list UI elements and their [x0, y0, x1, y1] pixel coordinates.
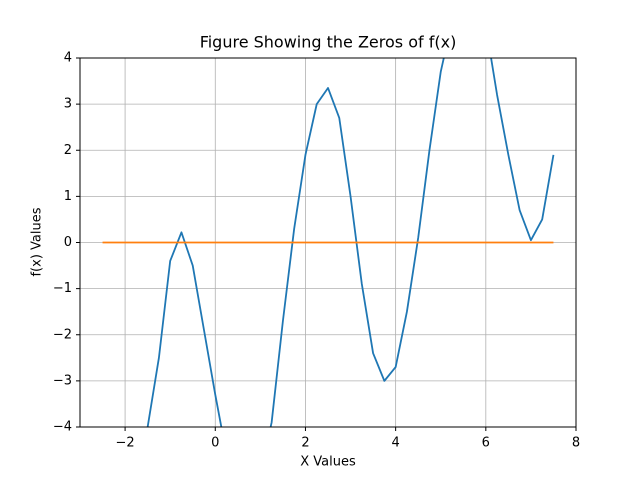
y-tick-label: 1 [64, 189, 72, 204]
y-tick-label: −3 [53, 373, 72, 388]
y-tick-label: 0 [64, 235, 72, 250]
x-tick-label: −2 [116, 436, 135, 451]
ticks: −2 0 2 4 6 8 −4 −3 −2 −1 0 1 2 3 4 [53, 51, 580, 451]
y-axis-label: f(x) Values [30, 207, 45, 276]
y-tick-label: −1 [53, 281, 72, 296]
y-tick-label: −4 [53, 420, 72, 435]
x-axis-label: X Values [300, 455, 356, 470]
x-tick-label: 0 [211, 436, 219, 451]
y-tick-label: −2 [53, 327, 72, 342]
x-tick-label: 6 [482, 436, 490, 451]
plot-area [102, 58, 555, 427]
y-tick-label: 3 [64, 97, 72, 112]
x-tick-label: 8 [572, 436, 580, 451]
x-tick-label: 2 [301, 436, 309, 451]
y-tick-label: 4 [64, 51, 72, 66]
chart-title: Figure Showing the Zeros of f(x) [200, 33, 457, 52]
y-tick-label: 2 [64, 143, 72, 158]
x-tick-label: 4 [391, 436, 399, 451]
